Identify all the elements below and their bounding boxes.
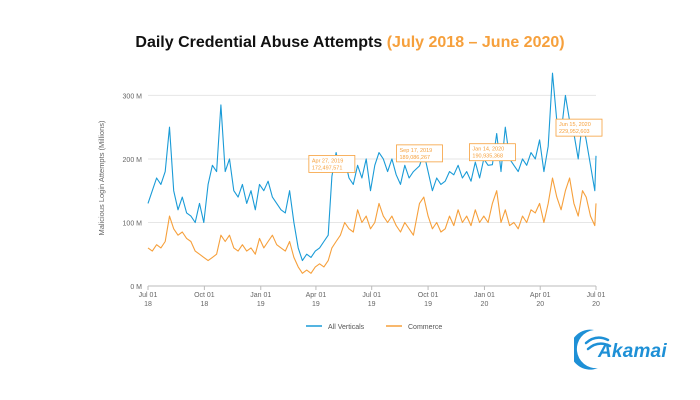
x-tick-label: Apr 01	[306, 292, 327, 299]
x-tick-label: Jul 01	[362, 292, 381, 299]
chart-title-main: Daily Credential Abuse Attempts	[135, 34, 383, 51]
annotation-date: Jan 14, 2020	[472, 147, 504, 153]
x-tick-label-year: 19	[257, 301, 265, 308]
x-tick-label: Jan 01	[474, 292, 495, 299]
annotation-value: 190,935,368	[472, 154, 503, 160]
annotation-value: 189,086,267	[399, 155, 430, 161]
x-tick-label-year: 19	[312, 301, 320, 308]
x-tick-label: Oct 01	[194, 292, 215, 299]
x-tick-label-year: 19	[368, 301, 376, 308]
y-axis-title: Malicious Login Attempts (Millions)	[97, 120, 106, 236]
annotation-date: Jun 15, 2020	[559, 122, 591, 128]
y-tick-label: 300 M	[123, 93, 143, 100]
series-line-all-verticals	[147, 72, 597, 262]
chart-title: Daily Credential Abuse Attempts (July 20…	[0, 34, 700, 52]
x-tick-label-year: 20	[481, 301, 489, 308]
annotation-box	[308, 155, 356, 173]
akamai-wave-icon	[574, 329, 612, 370]
x-tick-label: Oct 01	[418, 292, 439, 299]
x-tick-label: Apr 01	[530, 292, 551, 299]
x-tick-label-year: 20	[536, 301, 544, 308]
x-tick-label-year: 20	[592, 301, 600, 308]
x-tick-label-year: 19	[424, 301, 432, 308]
series-line-commerce	[147, 177, 597, 274]
y-tick-label: 200 M	[123, 157, 143, 164]
annotation-value: 172,497,571	[312, 165, 343, 171]
x-tick-label-year: 18	[200, 301, 208, 308]
chart-title-date-range: (July 2018 – June 2020)	[386, 34, 565, 51]
x-tick-label-year: 18	[144, 301, 152, 308]
legend-label-all-verticals: All Verticals	[328, 324, 365, 331]
akamai-logo-text: Akamai	[598, 341, 667, 362]
x-tick-label: Jul 01	[139, 292, 158, 299]
y-tick-label: 0 M	[130, 284, 142, 291]
annotation-date: Sep 17, 2019	[399, 148, 432, 154]
annotation-box	[469, 143, 516, 162]
annotation-box	[396, 144, 443, 163]
legend-label-commerce: Commerce	[408, 324, 442, 331]
annotation-box	[555, 118, 603, 137]
annotation-value: 229,952,603	[559, 129, 590, 135]
x-tick-label: Jan 01	[250, 292, 271, 299]
y-tick-label: 100 M	[123, 220, 143, 227]
x-tick-label: Jul 01	[587, 292, 606, 299]
annotation-date: Apr 27, 2019	[312, 158, 344, 164]
